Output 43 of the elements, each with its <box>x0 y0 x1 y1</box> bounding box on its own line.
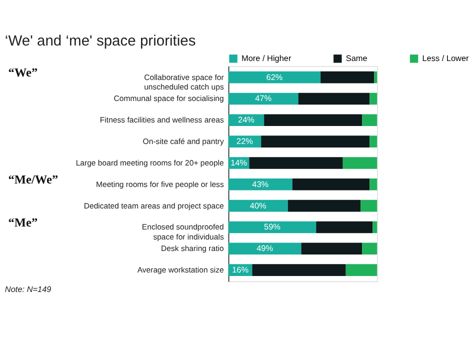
data-label: 22% <box>236 137 253 146</box>
bar <box>228 221 316 234</box>
bar <box>298 92 370 105</box>
bar <box>301 242 362 255</box>
legend-label: Same <box>346 54 368 64</box>
bar <box>228 178 292 190</box>
data-label: 49% <box>256 244 274 254</box>
text: “Me” <box>8 215 38 230</box>
data-label: 59% <box>264 222 280 232</box>
bar <box>346 264 378 276</box>
bar <box>228 71 321 84</box>
data-label: 14% <box>230 158 247 168</box>
bar <box>370 136 378 148</box>
data-label: 62% <box>266 72 283 82</box>
legend-label: More / Higher <box>242 54 292 64</box>
bar <box>228 242 302 255</box>
text: “We” <box>8 65 38 80</box>
bar <box>316 221 373 234</box>
data-label: 16% <box>232 266 248 275</box>
bar <box>362 242 378 255</box>
text: “Me/We” <box>8 172 58 187</box>
bar <box>264 114 362 126</box>
text: ‘We' and ‘me' space priorities <box>4 34 196 50</box>
bar <box>360 200 378 212</box>
data-label: 43% <box>252 180 269 189</box>
bar <box>374 71 378 84</box>
text: Note: N=149 <box>4 284 52 294</box>
bar <box>342 157 378 169</box>
bar <box>370 92 378 105</box>
bar <box>362 114 378 126</box>
data-label: 47% <box>255 94 272 104</box>
bar <box>320 71 374 84</box>
bar <box>252 264 346 276</box>
bar <box>370 178 378 190</box>
bar <box>261 136 370 148</box>
data-label: 24% <box>238 116 254 125</box>
bar <box>372 221 378 234</box>
bar <box>292 178 370 190</box>
data-label: 40% <box>250 201 266 210</box>
legend-label: Less / Lower <box>422 54 470 64</box>
bar <box>228 92 298 105</box>
bar <box>249 157 343 169</box>
bar <box>288 200 361 212</box>
